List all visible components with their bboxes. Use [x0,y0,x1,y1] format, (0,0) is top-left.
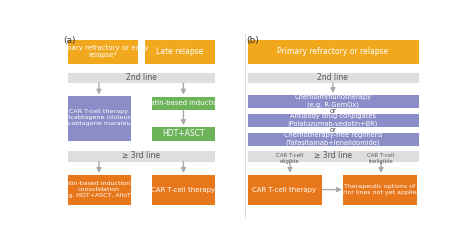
FancyBboxPatch shape [246,113,419,127]
FancyBboxPatch shape [66,150,215,161]
FancyBboxPatch shape [151,96,215,110]
Text: 2nd line: 2nd line [318,73,348,82]
Text: ≥ 3rd line: ≥ 3rd line [314,151,352,160]
Text: Chemotherapy-free regimens
(Tafasitamab+lenalidomide): Chemotherapy-free regimens (Tafasitamab+… [283,132,382,146]
FancyBboxPatch shape [66,39,138,64]
FancyBboxPatch shape [151,174,215,205]
FancyBboxPatch shape [151,126,215,141]
FancyBboxPatch shape [342,174,418,205]
FancyBboxPatch shape [66,174,131,205]
Text: Platin-based induction: Platin-based induction [144,100,222,106]
FancyBboxPatch shape [246,39,419,64]
FancyBboxPatch shape [246,150,419,161]
Text: Late relapse: Late relapse [156,47,203,56]
Text: ≥ 3rd line: ≥ 3rd line [122,151,160,160]
FancyBboxPatch shape [144,39,215,64]
Text: or: or [329,127,337,133]
Text: Therapeutic options of
prior lines not yet applied: Therapeutic options of prior lines not y… [339,184,420,195]
Text: 2nd line: 2nd line [126,73,156,82]
FancyBboxPatch shape [246,72,419,83]
Text: or: or [329,108,337,114]
FancyBboxPatch shape [246,132,419,146]
Text: CAR T-cell
eligible: CAR T-cell eligible [276,154,303,164]
Text: CAR T-cell therapy: CAR T-cell therapy [151,187,215,193]
Text: Chemoimmunotherapy
(e.g. R-GemOx): Chemoimmunotherapy (e.g. R-GemOx) [294,94,372,108]
Text: CAR T-cell
ineligible: CAR T-cell ineligible [367,154,395,164]
FancyBboxPatch shape [66,72,215,83]
FancyBboxPatch shape [66,95,131,141]
Text: Primary refractory or relapse: Primary refractory or relapse [277,47,389,56]
Text: (a): (a) [64,36,76,45]
Text: Antibody drug conjugates
(Polatuzumab-vedotin+BR): Antibody drug conjugates (Polatuzumab-ve… [288,113,378,127]
Text: Primary refractory or early
relapse*: Primary refractory or early relapse* [56,45,149,59]
Text: (b): (b) [246,36,259,45]
FancyBboxPatch shape [246,174,322,205]
Text: CAR T-cell therapy: CAR T-cell therapy [252,187,316,193]
Text: HDT+ASCT: HDT+ASCT [162,129,204,138]
FancyBboxPatch shape [246,94,419,108]
Text: Platin-based induction &
consolidation
(e.g. HDT+ASCT, AlloTx): Platin-based induction & consolidation (… [60,181,137,198]
Text: CAR T-cell therapy
(Axicabtagene ciloleucel,
Lisocabtagene maraleucel): CAR T-cell therapy (Axicabtagene ciloleu… [55,109,142,126]
